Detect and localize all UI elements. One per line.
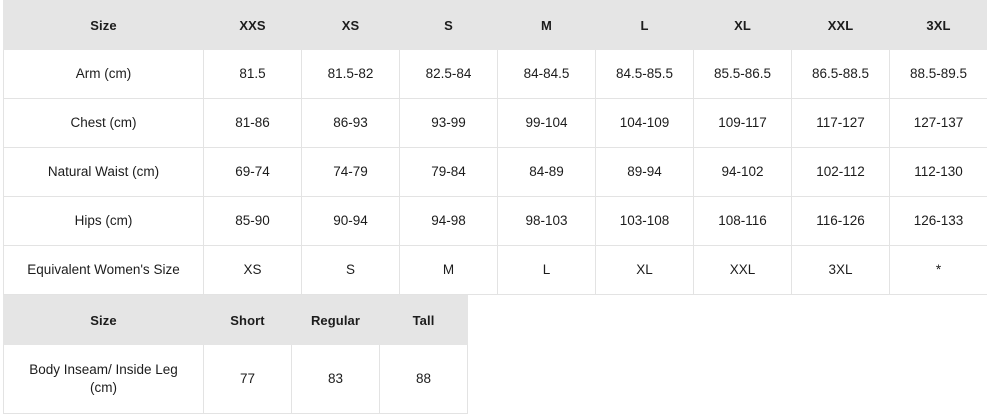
cell-chest-s: 93-99 [399,98,498,148]
inseam-header-short: Short [203,295,292,345]
inseam-header-size: Size [3,295,204,345]
measurements-header-size: Size [3,0,204,50]
table-row: Equivalent Women's Size XS S M L XL XXL … [3,245,987,295]
cell-equiv-xs: S [301,245,400,295]
cell-hips-3xl: 126-133 [889,196,987,246]
cell-chest-xs: 86-93 [301,98,400,148]
inseam-table-body: Body Inseam/ Inside Leg (cm) 77 83 88 [3,344,468,414]
cell-waist-xxs: 69-74 [203,147,302,197]
cell-equiv-m: L [497,245,596,295]
cell-arm-xl: 85.5-86.5 [693,49,792,99]
row-label-body-inseam-line2: (cm) [90,380,117,395]
measurements-header-xxs: XXS [203,0,302,50]
measurements-header-3xl: 3XL [889,0,987,50]
cell-hips-xs: 90-94 [301,196,400,246]
table-row: Natural Waist (cm) 69-74 74-79 79-84 84-… [3,147,987,197]
cell-hips-xxl: 116-126 [791,196,890,246]
cell-equiv-s: M [399,245,498,295]
cell-chest-xl: 109-117 [693,98,792,148]
cell-arm-xs: 81.5-82 [301,49,400,99]
cell-equiv-l: XL [595,245,694,295]
measurements-header-xs: XS [301,0,400,50]
cell-waist-s: 79-84 [399,147,498,197]
row-label-body-inseam: Body Inseam/ Inside Leg (cm) [3,344,204,414]
cell-chest-xxl: 117-127 [791,98,890,148]
cell-waist-xl: 94-102 [693,147,792,197]
measurements-header-m: M [497,0,596,50]
cell-equiv-xxl: 3XL [791,245,890,295]
cell-waist-xxl: 102-112 [791,147,890,197]
cell-inseam-regular: 83 [291,344,380,414]
inseam-header-row: Size Short Regular Tall [3,295,468,345]
cell-inseam-short: 77 [203,344,292,414]
row-label-equivalent-womens-size: Equivalent Women's Size [3,245,204,295]
cell-arm-xxs: 81.5 [203,49,302,99]
cell-arm-3xl: 88.5-89.5 [889,49,987,99]
row-label-body-inseam-line1: Body Inseam/ Inside Leg [29,361,178,377]
measurements-header-row: Size XXS XS S M L XL XXL 3XL [3,0,987,50]
inseam-header-regular: Regular [291,295,380,345]
inseam-table: Size Short Regular Tall Body Inseam/ Ins… [3,295,468,414]
row-label-hips: Hips (cm) [3,196,204,246]
row-label-arm: Arm (cm) [3,49,204,99]
table-row: Arm (cm) 81.5 81.5-82 82.5-84 84-84.5 84… [3,49,987,99]
cell-waist-m: 84-89 [497,147,596,197]
cell-waist-xs: 74-79 [301,147,400,197]
measurements-table-body: Arm (cm) 81.5 81.5-82 82.5-84 84-84.5 84… [3,49,987,295]
cell-equiv-xl: XXL [693,245,792,295]
cell-chest-m: 99-104 [497,98,596,148]
measurements-header-l: L [595,0,694,50]
cell-equiv-xxs: XS [203,245,302,295]
cell-chest-xxs: 81-86 [203,98,302,148]
cell-inseam-tall: 88 [379,344,468,414]
cell-hips-xxs: 85-90 [203,196,302,246]
cell-chest-l: 104-109 [595,98,694,148]
row-label-natural-waist: Natural Waist (cm) [3,147,204,197]
cell-chest-3xl: 127-137 [889,98,987,148]
measurements-header-xl: XL [693,0,792,50]
cell-hips-xl: 108-116 [693,196,792,246]
cell-equiv-3xl: * [889,245,987,295]
cell-waist-3xl: 112-130 [889,147,987,197]
body-measurements-table: Size XXS XS S M L XL XXL 3XL Arm (cm) 81… [3,0,987,295]
measurements-table-head: Size XXS XS S M L XL XXL 3XL [3,0,987,50]
cell-hips-l: 103-108 [595,196,694,246]
cell-arm-s: 82.5-84 [399,49,498,99]
cell-arm-m: 84-84.5 [497,49,596,99]
inseam-table-head: Size Short Regular Tall [3,295,468,345]
row-label-chest: Chest (cm) [3,98,204,148]
cell-hips-m: 98-103 [497,196,596,246]
cell-hips-s: 94-98 [399,196,498,246]
table-row: Chest (cm) 81-86 86-93 93-99 99-104 104-… [3,98,987,148]
cell-arm-l: 84.5-85.5 [595,49,694,99]
cell-waist-l: 89-94 [595,147,694,197]
inseam-header-tall: Tall [379,295,468,345]
cell-arm-xxl: 86.5-88.5 [791,49,890,99]
measurements-header-xxl: XXL [791,0,890,50]
table-row: Body Inseam/ Inside Leg (cm) 77 83 88 [3,344,468,414]
measurements-header-s: S [399,0,498,50]
table-row: Hips (cm) 85-90 90-94 94-98 98-103 103-1… [3,196,987,246]
